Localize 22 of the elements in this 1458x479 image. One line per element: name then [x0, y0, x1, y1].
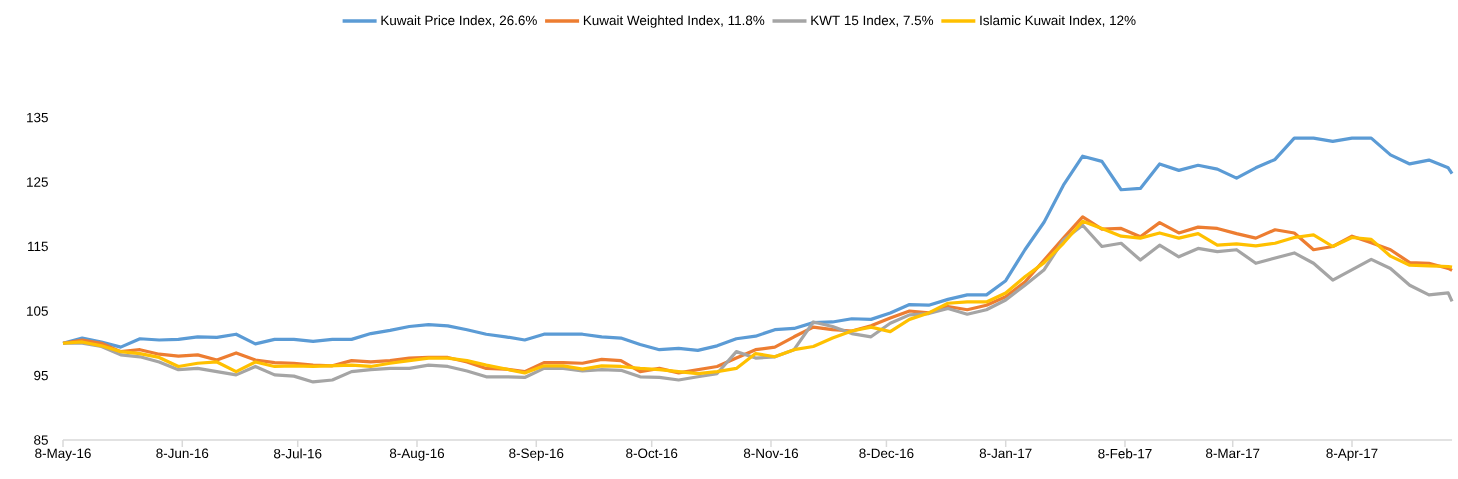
- y-tick-label: 115: [28, 241, 48, 252]
- x-tick-label: 8-Nov-16: [743, 448, 799, 459]
- x-tick-label: 8-Jun-16: [156, 448, 209, 459]
- y-tick-label: 105: [27, 306, 48, 316]
- y-tick-label: 125: [27, 177, 48, 187]
- x-tick-label: 8-Oct-16: [626, 448, 678, 459]
- x-tick-label: 8-Mar-17: [1206, 448, 1260, 459]
- x-tick-label: 8-Jul-16: [274, 448, 322, 459]
- x-tick-label: 8-Sep-16: [509, 448, 564, 461]
- x-tick-label: 8-Feb-17: [1098, 448, 1152, 459]
- x-tick-label: 8-Aug-16: [389, 448, 445, 461]
- legend-label: Kuwait Price Index, 26.6%: [381, 15, 537, 27]
- x-tick-label: 8-Dec-16: [859, 448, 914, 459]
- x-tick-label: 8-May-16: [35, 448, 91, 461]
- y-tick-label: 135: [27, 112, 48, 123]
- legend-label: Islamic Kuwait Index, 12%: [980, 15, 1136, 27]
- legend-label: KWT 15 Index, 7.5%: [811, 15, 934, 27]
- x-tick-label: 8-Jan-17: [979, 448, 1032, 459]
- y-tick-label: 95: [34, 370, 48, 381]
- legend-label: Kuwait Weighted Index, 11.8%: [583, 15, 765, 28]
- x-tick-label: 8-Apr-17: [1326, 448, 1378, 461]
- y-tick-label: 85: [34, 435, 48, 445]
